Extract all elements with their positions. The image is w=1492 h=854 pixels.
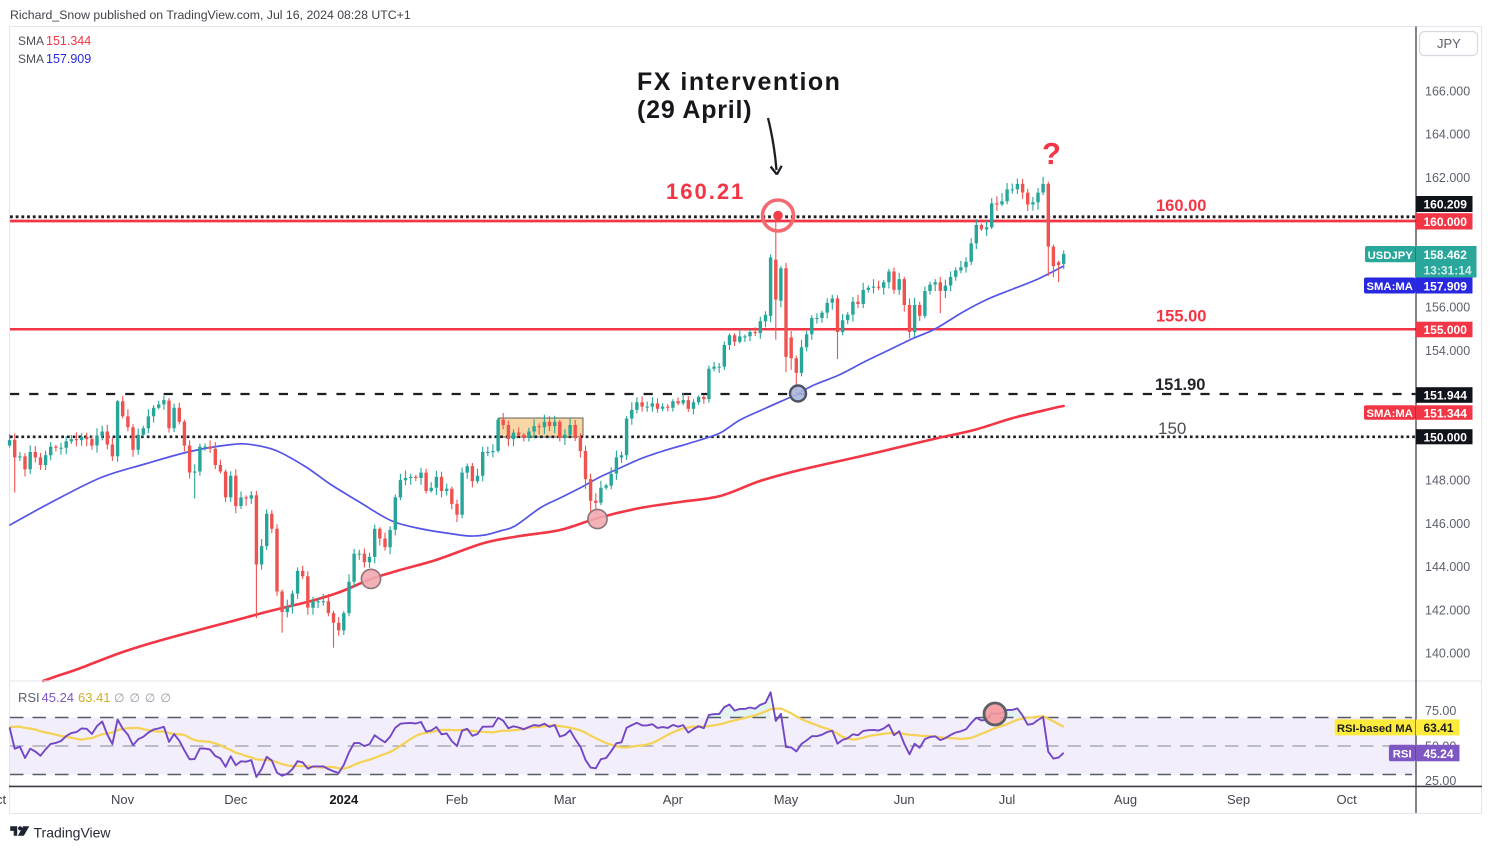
svg-text:Richard_Snow published on Trad: Richard_Snow published on TradingView.co… <box>10 8 411 22</box>
svg-text:USDJPY: USDJPY <box>1368 250 1414 262</box>
svg-text:150: 150 <box>1158 419 1186 438</box>
svg-text:∅∅∅∅: ∅∅∅∅ <box>114 691 176 705</box>
svg-text:154.000: 154.000 <box>1425 344 1470 358</box>
svg-text:158.462: 158.462 <box>1424 248 1468 262</box>
svg-text:45.24: 45.24 <box>1424 747 1454 761</box>
svg-text:156.000: 156.000 <box>1425 301 1470 315</box>
svg-text:160.000: 160.000 <box>1424 215 1468 229</box>
svg-text:160.209: 160.209 <box>1424 198 1468 212</box>
svg-text:Dec: Dec <box>224 792 248 807</box>
svg-text:JPY: JPY <box>1437 36 1461 51</box>
svg-text:RSI: RSI <box>18 690 40 705</box>
svg-text:Jun: Jun <box>894 792 915 807</box>
svg-text:Aug: Aug <box>1114 792 1137 807</box>
svg-text:166.000: 166.000 <box>1425 85 1470 99</box>
svg-text:Apr: Apr <box>663 792 684 807</box>
svg-text:155.000: 155.000 <box>1424 323 1468 337</box>
svg-text:TradingView: TradingView <box>34 825 112 841</box>
svg-text:Nov: Nov <box>111 792 135 807</box>
svg-text:155.00: 155.00 <box>1156 308 1206 326</box>
svg-text:?: ? <box>1042 136 1061 171</box>
svg-text:63.41: 63.41 <box>1424 721 1454 735</box>
svg-text:RSI: RSI <box>1393 749 1412 761</box>
svg-text:146.000: 146.000 <box>1425 517 1470 531</box>
svg-text:13:31:14: 13:31:14 <box>1424 264 1472 278</box>
svg-text:162.000: 162.000 <box>1425 171 1470 185</box>
svg-text:151.344: 151.344 <box>1424 406 1468 420</box>
svg-text:Sep: Sep <box>1227 792 1250 807</box>
svg-text:Mar: Mar <box>554 792 577 807</box>
svg-text:25.00: 25.00 <box>1425 774 1456 788</box>
svg-text:RSI-based MA: RSI-based MA <box>1337 723 1413 735</box>
svg-text:SMA: SMA <box>18 34 44 48</box>
svg-text:157.909: 157.909 <box>1424 279 1468 293</box>
svg-text:160.00: 160.00 <box>1156 197 1206 215</box>
svg-text:142.000: 142.000 <box>1425 603 1470 617</box>
svg-text:140.000: 140.000 <box>1425 647 1470 661</box>
svg-text:148.000: 148.000 <box>1425 474 1470 488</box>
svg-text:151.944: 151.944 <box>1424 389 1468 403</box>
svg-text:May: May <box>774 792 799 807</box>
svg-text:75.00: 75.00 <box>1425 704 1456 718</box>
svg-text:160.21: 160.21 <box>666 179 745 204</box>
svg-text:Feb: Feb <box>446 792 468 807</box>
svg-text:Oct: Oct <box>0 792 6 807</box>
svg-text:63.41: 63.41 <box>78 690 111 705</box>
svg-text:SMA:MA: SMA:MA <box>1366 281 1412 293</box>
svg-text:Oct: Oct <box>1336 792 1357 807</box>
svg-text:SMA: SMA <box>18 52 44 66</box>
svg-text:SMA:MA: SMA:MA <box>1366 408 1412 420</box>
svg-text:2024: 2024 <box>329 792 359 807</box>
svg-text:150.000: 150.000 <box>1424 431 1468 445</box>
svg-text:(29 April): (29 April) <box>637 96 752 124</box>
svg-text:144.000: 144.000 <box>1425 560 1470 574</box>
svg-text:164.000: 164.000 <box>1425 128 1470 142</box>
svg-text:151.90: 151.90 <box>1155 376 1205 394</box>
svg-text:45.24: 45.24 <box>42 690 75 705</box>
svg-text:FX intervention: FX intervention <box>637 68 841 96</box>
svg-text:157.909: 157.909 <box>46 52 91 66</box>
svg-text:Jul: Jul <box>999 792 1016 807</box>
svg-text:151.344: 151.344 <box>46 34 91 48</box>
